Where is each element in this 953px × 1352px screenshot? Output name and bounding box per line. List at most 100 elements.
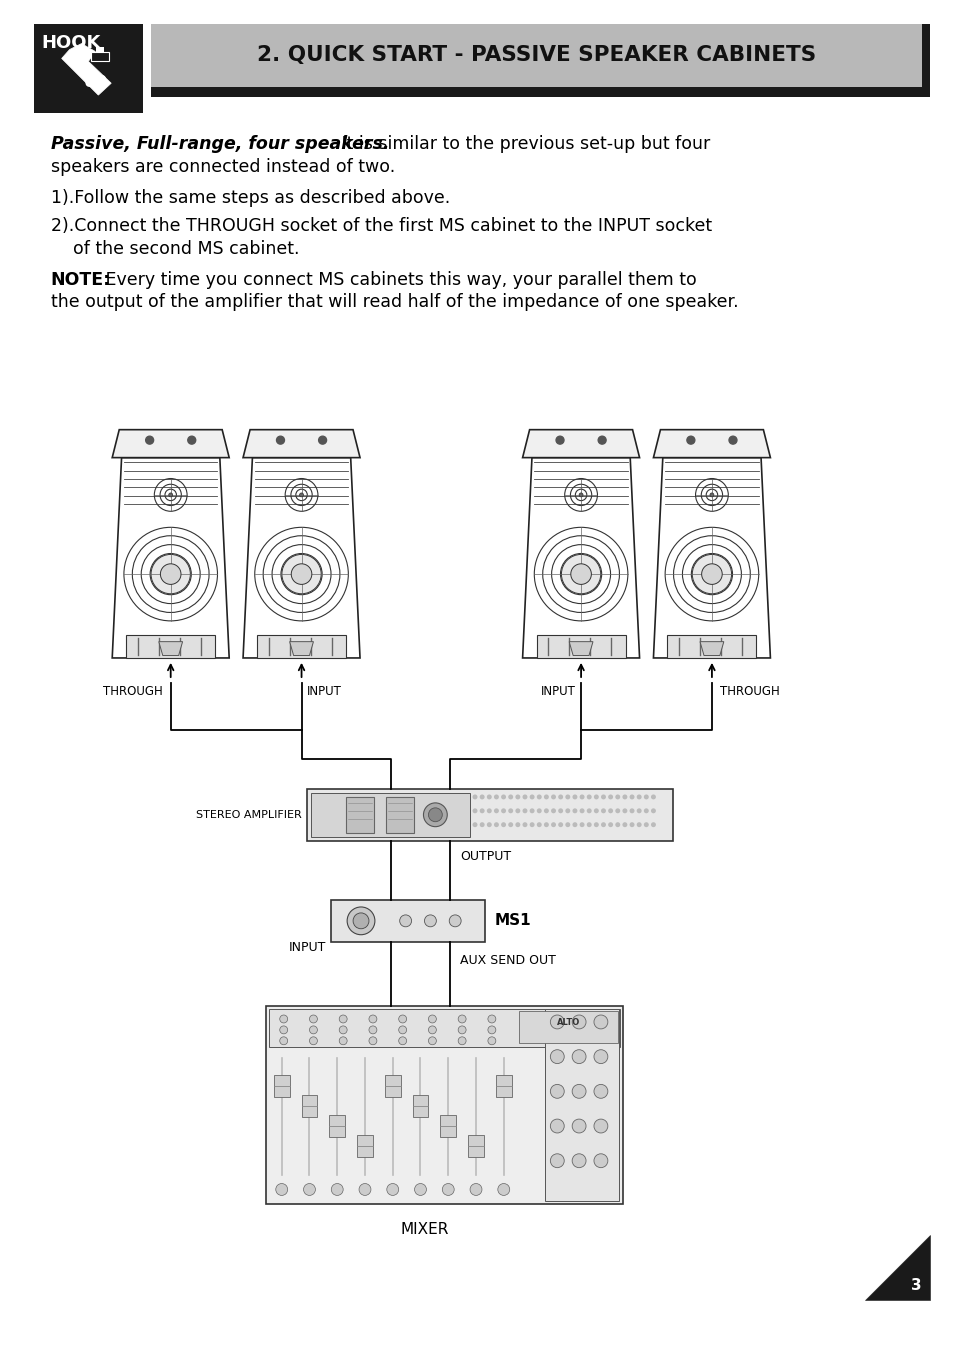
Circle shape bbox=[550, 1119, 563, 1133]
Circle shape bbox=[600, 795, 605, 799]
Circle shape bbox=[572, 1119, 585, 1133]
Circle shape bbox=[487, 1026, 496, 1034]
Bar bbox=[545, 1009, 618, 1202]
Bar bbox=[412, 1095, 428, 1117]
Bar bbox=[329, 1115, 345, 1137]
Circle shape bbox=[500, 795, 505, 799]
Circle shape bbox=[508, 822, 513, 827]
Circle shape bbox=[643, 822, 648, 827]
Text: THROUGH: THROUGH bbox=[720, 685, 779, 698]
Circle shape bbox=[578, 493, 582, 498]
Circle shape bbox=[472, 808, 477, 814]
Circle shape bbox=[457, 1037, 466, 1045]
Circle shape bbox=[479, 822, 484, 827]
Circle shape bbox=[550, 1084, 563, 1098]
Circle shape bbox=[615, 808, 619, 814]
Circle shape bbox=[543, 795, 548, 799]
Circle shape bbox=[399, 915, 411, 926]
Circle shape bbox=[556, 437, 563, 443]
Bar bbox=[266, 1006, 622, 1205]
Text: MS1: MS1 bbox=[495, 914, 531, 929]
Bar bbox=[385, 796, 414, 833]
Circle shape bbox=[508, 808, 513, 814]
Circle shape bbox=[487, 1037, 496, 1045]
Bar bbox=[151, 24, 929, 97]
Circle shape bbox=[629, 808, 634, 814]
Circle shape bbox=[650, 822, 656, 827]
Circle shape bbox=[621, 795, 627, 799]
Circle shape bbox=[586, 808, 591, 814]
Circle shape bbox=[428, 1037, 436, 1045]
Circle shape bbox=[339, 1037, 347, 1045]
Circle shape bbox=[529, 822, 534, 827]
Bar bbox=[34, 24, 143, 114]
Bar bbox=[256, 634, 346, 658]
Circle shape bbox=[318, 437, 326, 443]
Text: INPUT: INPUT bbox=[289, 941, 326, 953]
Text: 2).Connect the THROUGH socket of the first MS cabinet to the INPUT socket: 2).Connect the THROUGH socket of the fir… bbox=[51, 218, 711, 235]
Circle shape bbox=[594, 1049, 607, 1064]
Circle shape bbox=[537, 795, 541, 799]
Circle shape bbox=[497, 1183, 509, 1195]
Circle shape bbox=[449, 915, 460, 926]
Circle shape bbox=[607, 808, 613, 814]
Circle shape bbox=[550, 1049, 563, 1064]
Circle shape bbox=[650, 808, 656, 814]
Circle shape bbox=[487, 1015, 496, 1023]
Bar bbox=[440, 1115, 456, 1137]
Circle shape bbox=[398, 1026, 406, 1034]
Circle shape bbox=[565, 822, 570, 827]
Circle shape bbox=[279, 1026, 288, 1034]
Circle shape bbox=[598, 437, 605, 443]
Polygon shape bbox=[653, 430, 770, 457]
Text: the output of the amplifier that will read half of the impedance of one speaker.: the output of the amplifier that will re… bbox=[51, 293, 738, 311]
Circle shape bbox=[281, 554, 321, 594]
Circle shape bbox=[594, 808, 598, 814]
Circle shape bbox=[398, 1037, 406, 1045]
Circle shape bbox=[279, 1037, 288, 1045]
Circle shape bbox=[686, 437, 694, 443]
Circle shape bbox=[486, 822, 491, 827]
Bar bbox=[151, 87, 929, 97]
Circle shape bbox=[275, 1183, 288, 1195]
Polygon shape bbox=[863, 1236, 929, 1299]
Circle shape bbox=[470, 1183, 481, 1195]
Circle shape bbox=[515, 795, 519, 799]
Circle shape bbox=[600, 808, 605, 814]
Circle shape bbox=[615, 822, 619, 827]
Circle shape bbox=[572, 822, 577, 827]
Text: Passive, Full-range, four speakers.: Passive, Full-range, four speakers. bbox=[51, 135, 389, 153]
Circle shape bbox=[650, 795, 656, 799]
Circle shape bbox=[472, 822, 477, 827]
Circle shape bbox=[579, 795, 584, 799]
Circle shape bbox=[636, 822, 641, 827]
Circle shape bbox=[339, 1026, 347, 1034]
Circle shape bbox=[353, 913, 369, 929]
Polygon shape bbox=[243, 430, 359, 457]
Polygon shape bbox=[290, 642, 314, 656]
Circle shape bbox=[486, 795, 491, 799]
Circle shape bbox=[457, 1015, 466, 1023]
Circle shape bbox=[358, 1183, 371, 1195]
Circle shape bbox=[291, 564, 312, 584]
Circle shape bbox=[579, 808, 584, 814]
Circle shape bbox=[428, 1015, 436, 1023]
Circle shape bbox=[529, 808, 534, 814]
Circle shape bbox=[347, 907, 375, 934]
Circle shape bbox=[700, 564, 721, 584]
Circle shape bbox=[621, 822, 627, 827]
Text: INPUT: INPUT bbox=[306, 685, 341, 698]
Circle shape bbox=[369, 1026, 376, 1034]
Circle shape bbox=[309, 1015, 317, 1023]
Circle shape bbox=[636, 808, 641, 814]
Text: 1).Follow the same steps as described above.: 1).Follow the same steps as described ab… bbox=[51, 189, 450, 207]
Circle shape bbox=[537, 822, 541, 827]
Circle shape bbox=[594, 795, 598, 799]
Circle shape bbox=[600, 822, 605, 827]
Circle shape bbox=[339, 1015, 347, 1023]
Circle shape bbox=[579, 822, 584, 827]
Circle shape bbox=[594, 1153, 607, 1168]
Polygon shape bbox=[653, 457, 770, 658]
Circle shape bbox=[629, 822, 634, 827]
Polygon shape bbox=[62, 43, 112, 95]
